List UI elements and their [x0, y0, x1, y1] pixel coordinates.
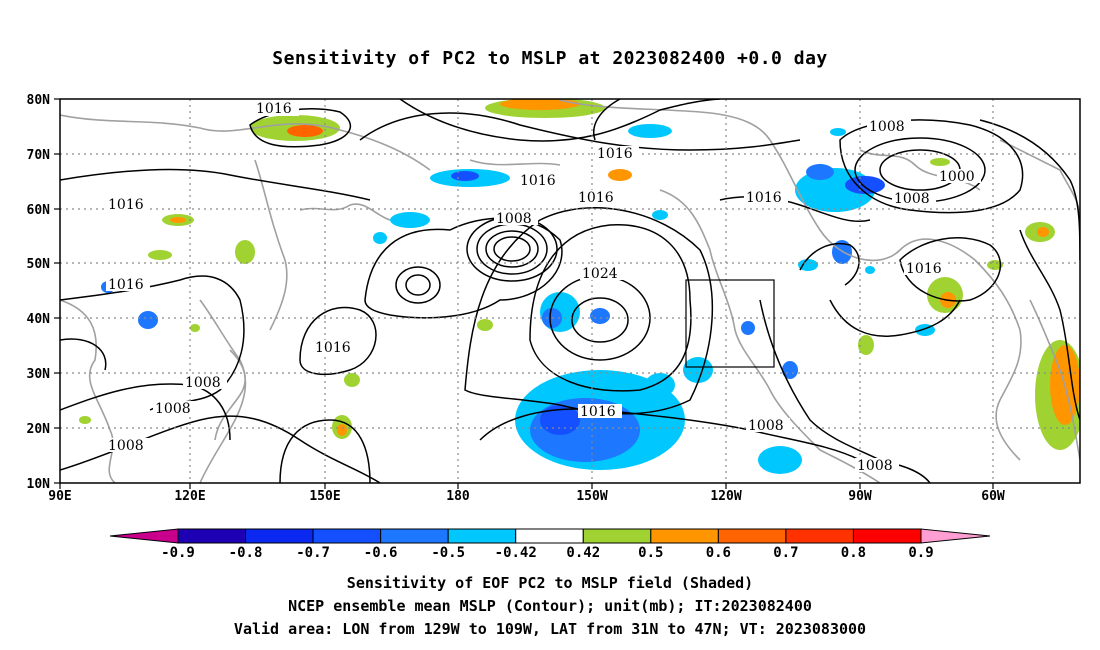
contour-label: 1008 — [155, 401, 191, 417]
contour-label: 1008 — [108, 438, 144, 454]
lon-label: 90E — [48, 489, 71, 504]
colorbar-segment — [313, 529, 381, 543]
lon-label: 120E — [174, 489, 205, 504]
contour-label: 1008 — [185, 375, 221, 391]
lon-label: 180 — [446, 489, 470, 504]
contour-label: 1000 — [939, 169, 975, 185]
lat-label: 70N — [27, 148, 51, 163]
contour-label: 1008 — [496, 211, 532, 227]
colorbar-tick-label: 0.7 — [773, 545, 798, 561]
colorbar-tick-label: 0.9 — [908, 545, 933, 561]
contour-label: 1024 — [582, 266, 618, 282]
colorbar-segment — [178, 529, 246, 543]
colorbar-segment — [448, 529, 516, 543]
colorbar: -0.9 -0.8 -0.7 -0.6 -0.5 -0.42 0.42 0.5 0.6 0.7 0.… — [110, 529, 990, 561]
lon-label: 90W — [848, 489, 872, 504]
colorbar-segment — [651, 529, 719, 543]
lat-label: 20N — [27, 422, 51, 437]
lon-label: 120W — [710, 489, 741, 504]
colorbar-end-low — [110, 529, 178, 543]
lat-label: 10N — [27, 477, 51, 492]
caption-line-2: NCEP ensemble mean MSLP (Contour); unit(… — [0, 597, 1100, 615]
colorbar-tick-label: 0.5 — [638, 545, 663, 561]
colorbar-segment — [786, 529, 854, 543]
map-panel: 1016 1016 1016 1016 1016 1008 1024 1016 … — [0, 0, 1100, 650]
contour-label: 1016 — [520, 173, 556, 189]
colorbar-segment — [853, 529, 921, 543]
contour-label: 1016 — [256, 101, 292, 117]
lon-label: 150W — [576, 489, 607, 504]
contour-label: 1008 — [857, 458, 893, 474]
lat-label: 40N — [27, 312, 51, 327]
colorbar-segment — [246, 529, 314, 543]
lat-label: 80N — [27, 93, 51, 108]
lat-label: 30N — [27, 367, 51, 382]
contour-label: 1016 — [578, 190, 614, 206]
latitude-labels: 80N 70N 60N 50N 40N 30N 20N 10N — [27, 93, 51, 492]
contour-label: 1016 — [746, 190, 782, 206]
contour-label: 1008 — [894, 191, 930, 207]
contour-label: 1008 — [748, 418, 784, 434]
colorbar-segment — [516, 529, 584, 543]
contour-label: 1016 — [906, 261, 942, 277]
caption-line-3: Valid area: LON from 129W to 109W, LAT f… — [0, 620, 1100, 638]
colorbar-tick-label: 0.8 — [841, 545, 866, 561]
lon-label: 60W — [981, 489, 1005, 504]
colorbar-tick-label: -0.7 — [296, 545, 330, 561]
lon-label: 150E — [309, 489, 340, 504]
lat-label: 60N — [27, 203, 51, 218]
colorbar-tick-label: 0.42 — [566, 545, 600, 561]
contour-label: 1016 — [315, 340, 351, 356]
contour-label: 1016 — [108, 197, 144, 213]
longitude-labels: 90E 120E 150E 180 150W 120W 90W 60W — [48, 489, 1005, 504]
colorbar-tick-label: -0.9 — [161, 545, 195, 561]
caption-line-1: Sensitivity of EOF PC2 to MSLP field (Sh… — [0, 574, 1100, 592]
colorbar-segment — [718, 529, 786, 543]
colorbar-tick-label: -0.42 — [495, 545, 537, 561]
contour-label: 1016 — [580, 404, 616, 420]
colorbar-tick-label: -0.8 — [229, 545, 263, 561]
contour-label: 1008 — [869, 119, 905, 135]
contour-label: 1016 — [108, 277, 144, 293]
colorbar-segment — [381, 529, 449, 543]
lat-label: 50N — [27, 257, 51, 272]
contour-label: 1016 — [597, 146, 633, 162]
colorbar-end-high — [921, 529, 990, 543]
colorbar-segment — [583, 529, 651, 543]
colorbar-tick-label: 0.6 — [706, 545, 731, 561]
colorbar-tick-label: -0.5 — [431, 545, 465, 561]
colorbar-tick-label: -0.6 — [364, 545, 398, 561]
